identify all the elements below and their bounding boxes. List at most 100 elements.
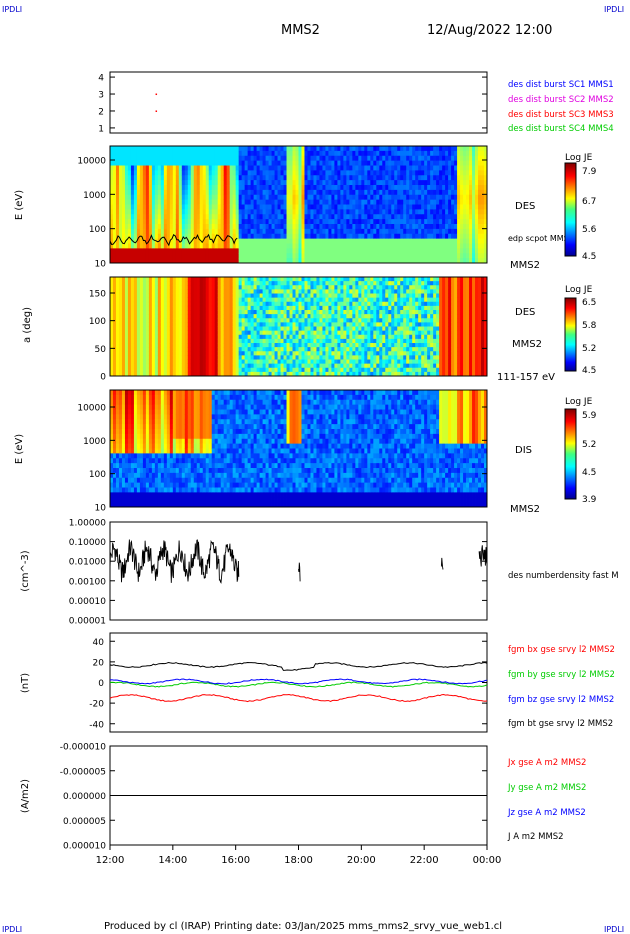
heat-cell bbox=[379, 150, 383, 157]
heat-cell bbox=[361, 219, 365, 225]
heat-cell bbox=[337, 165, 341, 171]
heat-cell bbox=[142, 165, 147, 171]
heat-cell bbox=[247, 363, 252, 369]
heat-cell bbox=[322, 293, 326, 299]
heat-cell bbox=[403, 238, 407, 244]
heat-cell bbox=[361, 150, 365, 157]
heat-cell bbox=[172, 281, 177, 286]
heat-cell bbox=[130, 258, 135, 264]
heat-cell bbox=[205, 322, 210, 327]
heat-cell bbox=[112, 243, 117, 249]
heat-cell bbox=[277, 334, 281, 340]
heat-cell bbox=[304, 238, 308, 244]
heat-cell bbox=[478, 238, 482, 244]
heat-cell bbox=[394, 219, 398, 225]
heat-cell bbox=[325, 363, 329, 369]
heat-cell bbox=[235, 160, 240, 166]
heat-cell bbox=[271, 180, 275, 186]
heat-cell bbox=[334, 189, 338, 196]
heat-cell bbox=[346, 243, 350, 249]
heat-cell bbox=[130, 318, 135, 323]
heat-cell bbox=[115, 318, 120, 323]
heat-cell bbox=[110, 155, 114, 162]
heat-cell bbox=[253, 310, 258, 315]
heat-cell bbox=[469, 180, 473, 186]
heat-cell bbox=[481, 180, 485, 186]
heat-cell bbox=[301, 351, 305, 356]
heat-cell bbox=[295, 343, 299, 348]
heat-cell bbox=[226, 363, 231, 369]
heat-cell bbox=[205, 194, 210, 201]
heat-cell bbox=[142, 258, 147, 264]
heat-cell bbox=[175, 194, 180, 201]
heat-cell bbox=[110, 160, 114, 166]
heat-cell bbox=[346, 330, 350, 336]
heat-cell bbox=[343, 277, 347, 282]
heat-cell bbox=[331, 146, 335, 152]
heat-cell bbox=[322, 189, 326, 196]
heat-cell bbox=[112, 170, 117, 176]
heat-cell bbox=[286, 214, 290, 220]
heat-cell bbox=[169, 199, 174, 205]
heat-cell bbox=[361, 224, 365, 230]
heat-cell bbox=[223, 219, 228, 225]
heat-cell bbox=[343, 347, 347, 352]
heat-cell bbox=[256, 146, 261, 152]
heat-cell bbox=[127, 258, 132, 264]
heat-cell bbox=[307, 248, 311, 254]
heat-cell bbox=[190, 150, 195, 157]
heat-cell bbox=[298, 165, 302, 171]
heat-cell bbox=[442, 233, 446, 240]
heat-cell bbox=[247, 305, 252, 311]
heat-cell bbox=[214, 277, 219, 282]
heat-cell bbox=[175, 297, 180, 303]
heat-cell bbox=[160, 258, 165, 264]
heat-cell bbox=[316, 150, 320, 157]
heat-cell bbox=[415, 238, 419, 244]
heat-cell bbox=[265, 367, 269, 373]
heat-cell bbox=[370, 185, 374, 191]
heat-cell bbox=[475, 219, 479, 225]
heat-cell bbox=[268, 281, 272, 286]
heat-cell bbox=[481, 199, 485, 205]
heat-cell bbox=[223, 160, 228, 166]
heat-cell bbox=[118, 258, 123, 264]
heat-cell bbox=[110, 359, 114, 365]
heat-cell bbox=[184, 301, 189, 307]
heat-cell bbox=[478, 199, 482, 205]
heat-cell bbox=[328, 281, 332, 286]
heat-cell bbox=[400, 253, 404, 259]
heat-cell bbox=[379, 199, 383, 205]
heat-cell bbox=[142, 150, 147, 157]
heat-cell bbox=[247, 322, 252, 327]
heat-cell bbox=[304, 160, 308, 166]
heat-cell bbox=[403, 233, 407, 240]
heat-cell bbox=[265, 238, 269, 244]
heat-cell bbox=[214, 175, 219, 181]
heat-cell bbox=[214, 209, 219, 215]
heat-cell bbox=[169, 351, 174, 356]
heat-cell bbox=[160, 243, 165, 249]
heat-cell bbox=[409, 189, 413, 196]
heat-cell bbox=[307, 214, 311, 220]
heat-cell bbox=[142, 343, 147, 348]
heat-cell bbox=[139, 238, 144, 244]
heat-cell bbox=[415, 185, 419, 191]
heat-cell bbox=[157, 160, 162, 166]
heat-cell bbox=[322, 330, 326, 336]
heat-cell bbox=[160, 248, 165, 254]
heat-cell bbox=[214, 326, 219, 332]
heat-cell bbox=[199, 165, 204, 171]
heat-cell bbox=[298, 334, 302, 340]
heat-cell bbox=[307, 219, 311, 225]
heat-cell bbox=[133, 214, 138, 220]
heat-cell bbox=[118, 248, 123, 254]
heat-cell bbox=[130, 219, 135, 225]
heat-cell bbox=[190, 347, 195, 352]
heat-cell bbox=[469, 214, 473, 220]
heat-cell bbox=[211, 155, 216, 162]
heat-cell bbox=[139, 224, 144, 230]
heat-cell bbox=[436, 209, 440, 215]
heat-cell bbox=[133, 248, 138, 254]
